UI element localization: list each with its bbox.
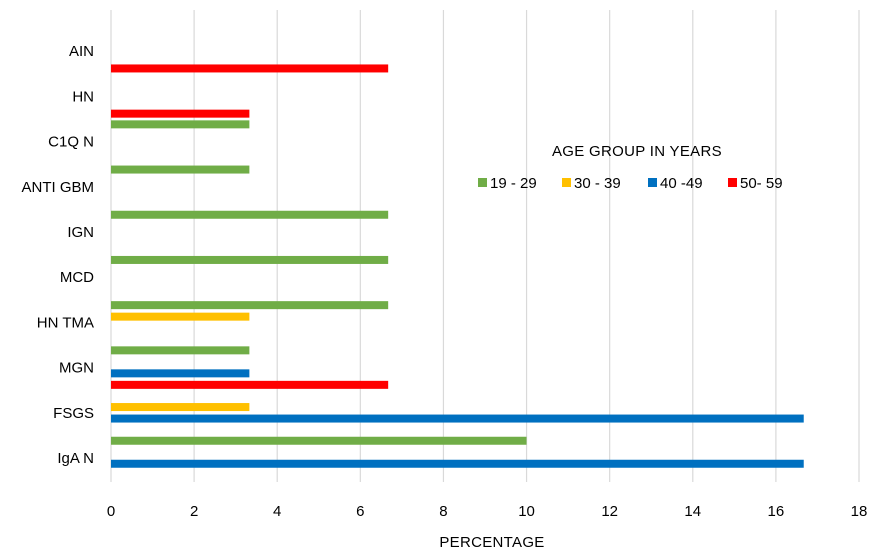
x-axis-title: PERCENTAGE	[439, 534, 544, 551]
bars	[111, 64, 804, 468]
category-label-hn: HN	[72, 88, 94, 105]
legend-swatch-30-39	[562, 178, 571, 187]
x-tick-12: 12	[601, 503, 618, 520]
legend-label-40-49: 40 -49	[660, 175, 703, 192]
category-label-mcd: MCD	[60, 269, 94, 286]
x-tick-8: 8	[439, 503, 447, 520]
x-tick-16: 16	[768, 503, 785, 520]
x-tick-10: 10	[518, 503, 535, 520]
bar-c1q-n-19-29	[111, 120, 250, 129]
legend-label-30-39: 30 - 39	[574, 175, 621, 192]
bar-ign-19-29	[111, 210, 389, 219]
x-tick-18: 18	[851, 503, 868, 520]
x-tick-6: 6	[356, 503, 364, 520]
bar-mgn-40-49	[111, 369, 250, 378]
category-label-ign: IGN	[67, 224, 94, 241]
x-tick-labels: 0 2 4 6 8 10 12 14 16 18	[107, 503, 868, 520]
bar-mgn-19-29	[111, 346, 250, 355]
legend-label-50-59: 50- 59	[740, 175, 783, 192]
gridlines	[110, 10, 860, 482]
category-label-anti-gbm: ANTI GBM	[21, 179, 94, 196]
bar-hn-tma-30-39	[111, 312, 250, 321]
category-label-fsgs: FSGS	[53, 405, 94, 422]
category-label-ain: AIN	[69, 43, 94, 60]
legend-swatch-50-59	[728, 178, 737, 187]
bar-mcd-19-29	[111, 255, 389, 264]
x-tick-14: 14	[684, 503, 701, 520]
legend-label-19-29: 19 - 29	[490, 175, 537, 192]
category-label-hn-tma: HN TMA	[37, 314, 94, 331]
legend-swatch-19-29	[478, 178, 487, 187]
bar-fsgs-40-49	[111, 414, 804, 423]
bar-fsgs-30-39	[111, 403, 250, 412]
legend-title: AGE GROUP IN YEARS	[552, 143, 722, 160]
bar-mgn-50-59	[111, 380, 389, 389]
category-label-mgn: MGN	[59, 360, 94, 377]
bar-ain-50-59	[111, 64, 389, 73]
x-tick-4: 4	[273, 503, 281, 520]
bar-hn-50-59	[111, 109, 250, 118]
bar-anti-gbm-19-29	[111, 165, 250, 174]
category-label-c1q-n: C1Q N	[48, 134, 94, 151]
legend: AGE GROUP IN YEARS 19 - 29 30 - 39 40 -49 5…	[478, 143, 783, 192]
bar-iga-n-19-29	[111, 436, 527, 445]
category-label-iga-n: IgA N	[57, 450, 94, 467]
x-tick-2: 2	[190, 503, 198, 520]
x-tick-0: 0	[107, 503, 115, 520]
legend-swatch-40-49	[648, 178, 657, 187]
bar-hn-tma-19-29	[111, 301, 389, 310]
bar-iga-n-40-49	[111, 459, 804, 468]
category-labels: IgA N FSGS MGN HN TMA MCD IGN ANTI GBM C1Q N HN A…	[21, 43, 94, 467]
